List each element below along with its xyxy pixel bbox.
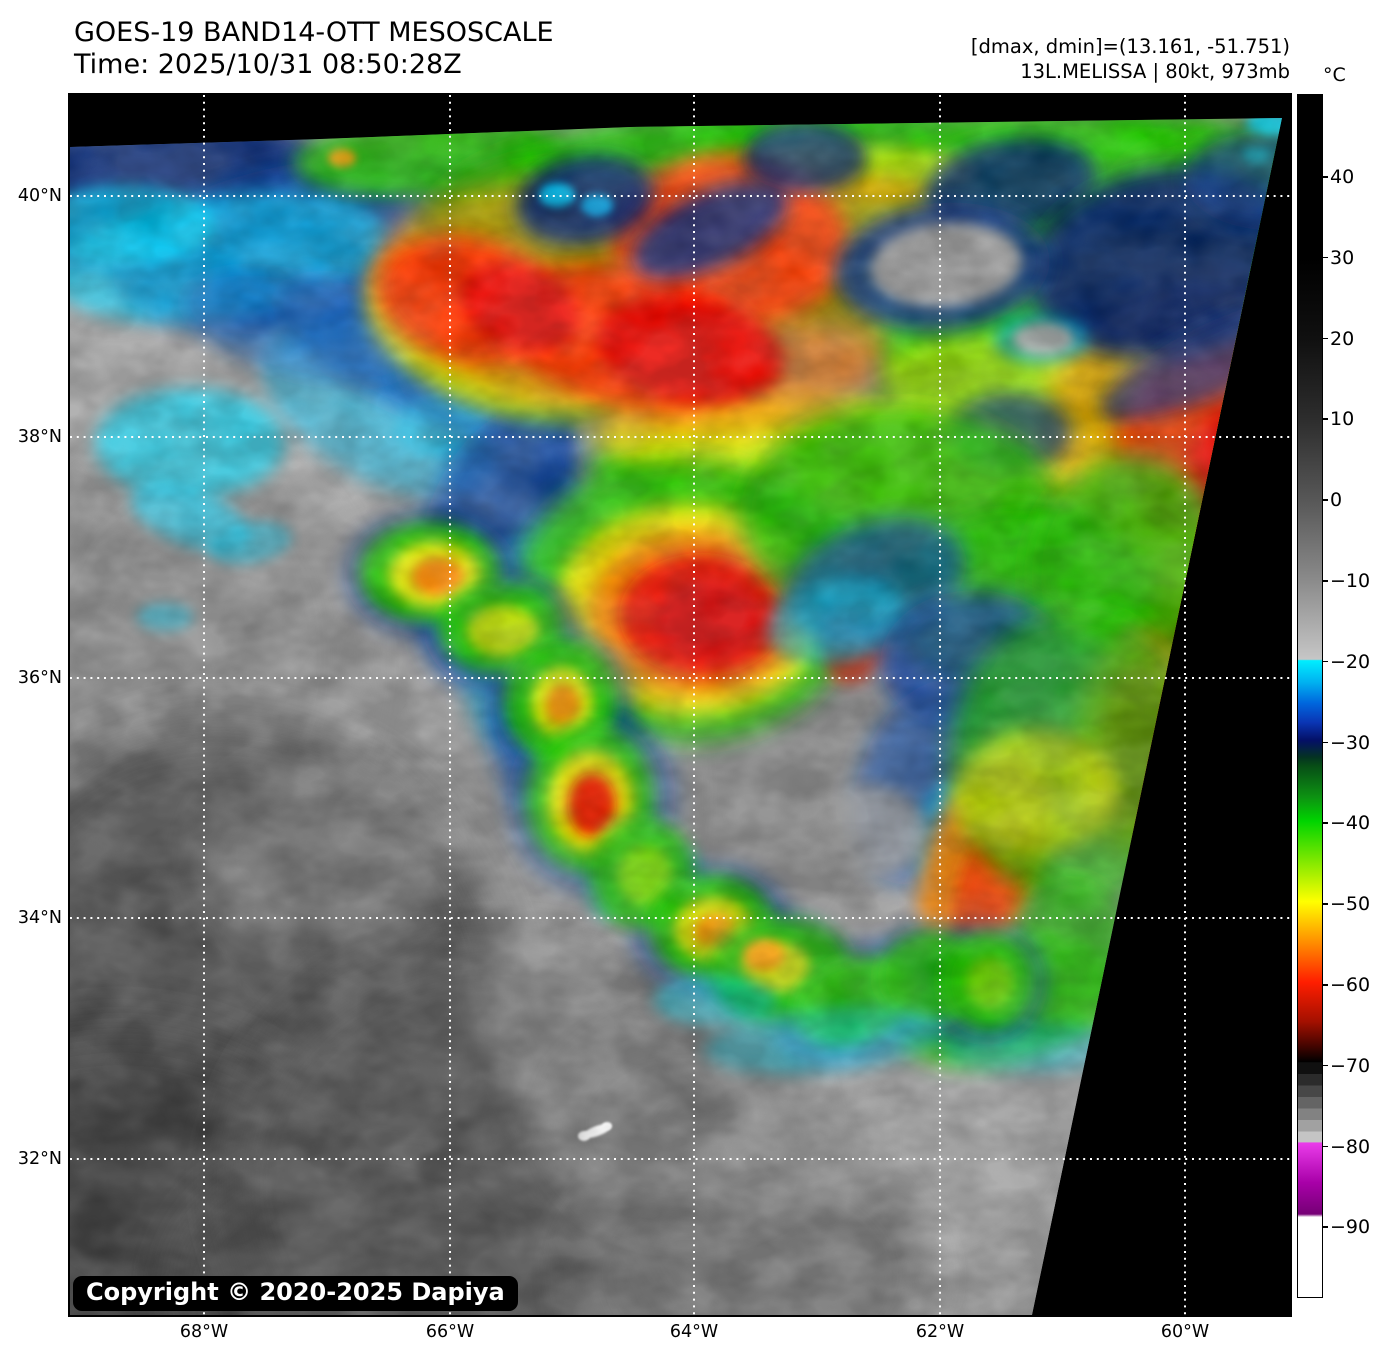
colorbar-tick-label: 0 xyxy=(1330,489,1343,512)
lat-tick-label: 40°N xyxy=(17,186,62,206)
colorbar-tick-mark xyxy=(1323,337,1328,340)
colorbar-tick-label: −60 xyxy=(1330,974,1371,996)
page-title: GOES-19 BAND14-OTT MESOSCALE xyxy=(74,17,554,48)
colorbar-tick-label: 20 xyxy=(1330,327,1355,350)
colorbar-tick-label: 40 xyxy=(1330,166,1355,188)
lat-tick-label: 36°N xyxy=(17,668,62,688)
colorbar-tick-mark xyxy=(1323,984,1328,986)
cloud-imagery-layer xyxy=(70,118,1282,1315)
lon-tick-label: 64°W xyxy=(669,1322,719,1342)
colorbar-tick-mark xyxy=(1323,822,1328,824)
colorbar-tick-label: 10 xyxy=(1330,408,1355,431)
lat-tick-label: 32°N xyxy=(17,1149,62,1169)
colorbar-tick-mark xyxy=(1323,580,1328,582)
lat-tick-label: 38°N xyxy=(17,427,62,447)
satellite-map-frame: Copyright © 2020-2025 Dapiya xyxy=(68,93,1292,1317)
temperature-colorbar xyxy=(1297,94,1323,1298)
colorbar-tick-mark xyxy=(1323,903,1328,905)
satellite-scene xyxy=(70,95,1290,1315)
colorbar-tick-mark xyxy=(1323,1226,1328,1228)
colorbar-tick-label: −40 xyxy=(1330,812,1371,835)
lon-tick-label: 68°W xyxy=(179,1322,229,1342)
colorbar-tick-label: −20 xyxy=(1330,650,1371,673)
colorbar-tick-label: −50 xyxy=(1330,893,1371,916)
storm-status-readout: 13L.MELISSA | 80kt, 973mb xyxy=(1020,60,1290,83)
colorbar-tick-mark xyxy=(1323,660,1328,663)
colorbar-unit-label: °C xyxy=(1323,64,1346,86)
colorbar-tick-mark xyxy=(1323,1145,1328,1148)
colorbar-tick-mark xyxy=(1323,256,1328,259)
colorbar-tick-mark xyxy=(1323,176,1328,178)
colorbar-tick-label: −70 xyxy=(1330,1054,1371,1077)
colorbar-tick-mark xyxy=(1323,1064,1328,1067)
colorbar-tick-mark xyxy=(1323,741,1328,744)
colorbar-tick-mark xyxy=(1323,418,1328,420)
lon-tick-label: 62°W xyxy=(915,1322,965,1342)
colorbar-tick-label: 30 xyxy=(1330,246,1355,269)
image-timestamp: Time: 2025/10/31 08:50:28Z xyxy=(74,49,462,80)
lat-tick-label: 34°N xyxy=(17,908,62,928)
lon-tick-label: 60°W xyxy=(1160,1322,1210,1342)
colorbar-tick-label: −90 xyxy=(1330,1216,1371,1239)
scene-blob xyxy=(1170,567,1282,719)
colorbar-tick-label: −10 xyxy=(1330,570,1371,592)
dmax-dmin-readout: [dmax, dmin]=(13.161, -51.751) xyxy=(970,35,1290,58)
colorbar-tick-mark xyxy=(1323,499,1328,501)
lon-tick-label: 66°W xyxy=(425,1322,475,1342)
colorbar-tick-label: −80 xyxy=(1330,1135,1371,1158)
copyright-badge: Copyright © 2020-2025 Dapiya xyxy=(73,1276,518,1311)
colorbar-tick-label: −30 xyxy=(1330,731,1371,754)
